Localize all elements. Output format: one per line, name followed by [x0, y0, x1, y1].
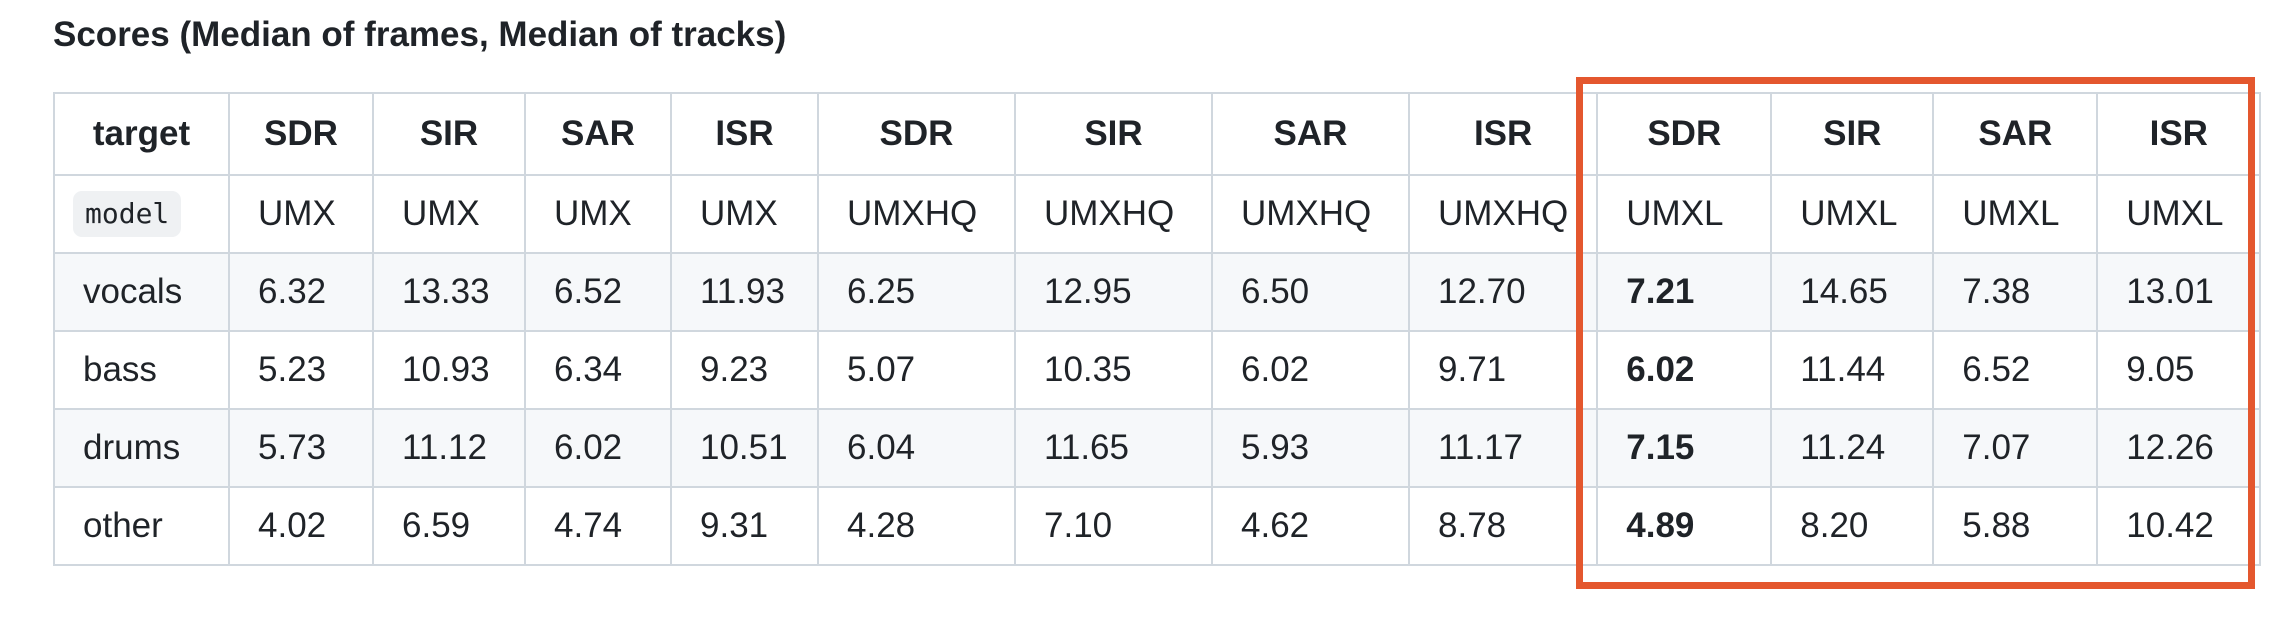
model-row: model UMX UMX UMX UMX UMXHQ UMXHQ UMXHQ … [53, 174, 2262, 254]
score-cell: 11.44 [1770, 330, 1935, 410]
score-cell: 6.02 [524, 408, 672, 488]
scores-table: target SDR SIR SAR ISR SDR SIR SAR ISR S… [53, 92, 2262, 566]
column-header: SAR [524, 92, 672, 176]
score-cell: 10.93 [372, 330, 526, 410]
score-cell: 6.02 [1211, 330, 1410, 410]
model-cell: UMXHQ [1014, 174, 1213, 254]
best-score-cell: 7.15 [1596, 408, 1773, 488]
score-cell: 9.31 [670, 486, 819, 566]
header-row: target SDR SIR SAR ISR SDR SIR SAR ISR S… [53, 92, 2262, 176]
table-row: bass 5.23 10.93 6.34 9.23 5.07 10.35 6.0… [53, 330, 2262, 410]
page-title: Scores (Median of frames, Median of trac… [53, 15, 787, 54]
score-cell: 12.70 [1407, 252, 1599, 332]
model-cell: UMX [524, 174, 672, 254]
column-header: ISR [2096, 92, 2262, 176]
score-cell: 6.32 [228, 252, 374, 332]
column-header: SIR [1770, 92, 1935, 176]
score-cell: 13.33 [372, 252, 526, 332]
model-cell: UMXL [1932, 174, 2099, 254]
target-cell: vocals [53, 252, 230, 332]
model-cell: UMXHQ [1407, 174, 1599, 254]
model-cell: UMXL [1596, 174, 1773, 254]
model-cell: UMXHQ [1211, 174, 1410, 254]
score-cell: 6.34 [524, 330, 672, 410]
score-cell: 13.01 [2096, 252, 2262, 332]
score-cell: 6.04 [817, 408, 1016, 488]
column-header: SDR [228, 92, 374, 176]
score-cell: 6.25 [817, 252, 1016, 332]
score-cell: 10.42 [2096, 486, 2262, 566]
score-cell: 6.52 [1932, 330, 2099, 410]
score-cell: 4.02 [228, 486, 374, 566]
score-cell: 7.10 [1014, 486, 1213, 566]
best-score-cell: 7.21 [1596, 252, 1773, 332]
score-cell: 12.26 [2096, 408, 2262, 488]
score-cell: 4.62 [1211, 486, 1410, 566]
score-cell: 9.71 [1407, 330, 1599, 410]
table-row: vocals 6.32 13.33 6.52 11.93 6.25 12.95 … [53, 252, 2262, 332]
score-cell: 11.65 [1014, 408, 1213, 488]
column-header: SIR [1014, 92, 1213, 176]
score-cell: 9.05 [2096, 330, 2262, 410]
score-cell: 10.35 [1014, 330, 1213, 410]
column-header: ISR [1407, 92, 1599, 176]
score-cell: 9.23 [670, 330, 819, 410]
best-score-cell: 4.89 [1596, 486, 1773, 566]
score-cell: 7.38 [1932, 252, 2099, 332]
target-cell: other [53, 486, 230, 566]
score-cell: 5.23 [228, 330, 374, 410]
score-cell: 12.95 [1014, 252, 1213, 332]
target-cell: drums [53, 408, 230, 488]
score-cell: 6.59 [372, 486, 526, 566]
column-header: SAR [1932, 92, 2099, 176]
column-header: ISR [670, 92, 819, 176]
score-cell: 10.51 [670, 408, 819, 488]
model-cell: UMXL [1770, 174, 1935, 254]
score-cell: 4.74 [524, 486, 672, 566]
score-cell: 11.93 [670, 252, 819, 332]
score-cell: 4.28 [817, 486, 1016, 566]
score-cell: 11.17 [1407, 408, 1599, 488]
score-cell: 5.07 [817, 330, 1016, 410]
column-header: SDR [1596, 92, 1773, 176]
score-cell: 11.12 [372, 408, 526, 488]
table-row: other 4.02 6.59 4.74 9.31 4.28 7.10 4.62… [53, 486, 2262, 566]
best-score-cell: 6.02 [1596, 330, 1773, 410]
model-cell: UMX [372, 174, 526, 254]
score-cell: 6.50 [1211, 252, 1410, 332]
column-header: SAR [1211, 92, 1410, 176]
score-cell: 6.52 [524, 252, 672, 332]
model-cell: UMXHQ [817, 174, 1016, 254]
score-cell: 8.78 [1407, 486, 1599, 566]
score-cell: 5.93 [1211, 408, 1410, 488]
column-header: SDR [817, 92, 1016, 176]
model-label-cell: model [53, 174, 230, 254]
model-cell: UMX [228, 174, 374, 254]
model-code-label: model [73, 191, 182, 237]
column-header: target [53, 92, 230, 176]
score-cell: 7.07 [1932, 408, 2099, 488]
score-cell: 5.88 [1932, 486, 2099, 566]
model-cell: UMX [670, 174, 819, 254]
table-row: drums 5.73 11.12 6.02 10.51 6.04 11.65 5… [53, 408, 2262, 488]
target-cell: bass [53, 330, 230, 410]
score-cell: 8.20 [1770, 486, 1935, 566]
score-cell: 5.73 [228, 408, 374, 488]
column-header: SIR [372, 92, 526, 176]
model-cell: UMXL [2096, 174, 2262, 254]
score-cell: 11.24 [1770, 408, 1935, 488]
score-cell: 14.65 [1770, 252, 1935, 332]
